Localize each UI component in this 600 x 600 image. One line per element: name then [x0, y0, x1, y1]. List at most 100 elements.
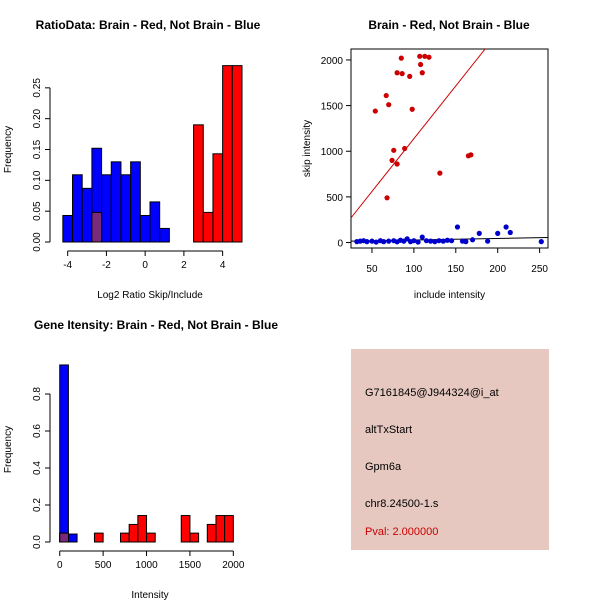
histogram-bar-not-brain — [120, 174, 132, 243]
histogram-bar-brain — [231, 65, 243, 243]
scatter-point-brain — [372, 108, 378, 114]
histogram-bar-brain — [222, 65, 233, 243]
y-axis-label-1: skip intensity — [302, 120, 313, 177]
x-tick-label: 2 — [181, 260, 187, 271]
y-tick-label: 0.15 — [32, 139, 43, 159]
scatter-point-brain — [389, 157, 395, 163]
scatter-point-brain — [417, 53, 423, 59]
gene-name-label: Gpm6a — [365, 461, 402, 473]
x-axis-label-2: Intensity — [131, 590, 168, 600]
scatter-point-brain — [394, 161, 400, 167]
histogram-bar-brain — [224, 515, 234, 543]
chart-title-1: Brain - Red, Not Brain - Blue — [368, 18, 530, 32]
y-tick-label: 2000 — [321, 56, 344, 67]
histogram-bar-brain — [212, 153, 224, 243]
scatter-point-not-brain — [436, 238, 442, 244]
y-tick-label: 0.6 — [32, 424, 43, 438]
y-tick-label: 0.25 — [32, 78, 43, 98]
histogram-bar-overlap — [59, 532, 69, 543]
scatter-point-brain — [426, 54, 432, 60]
y-tick-label: 0.2 — [32, 498, 43, 512]
info-panel: G7161845@J944324@i_at altTxStart Gpm6a c… — [351, 349, 549, 550]
histogram-bar-brain — [193, 124, 204, 243]
scatter-point-not-brain — [469, 237, 476, 243]
scatter-point-not-brain — [448, 238, 455, 244]
y-axis-label-2: Frequency — [3, 426, 14, 473]
x-tick-label: 500 — [95, 560, 112, 571]
x-tick-label: 250 — [531, 264, 548, 275]
x-tick-label: 0 — [142, 260, 148, 271]
scatter-point-not-brain — [440, 238, 446, 244]
histogram-bar-not-brain — [130, 161, 141, 243]
scatter-point-brain — [419, 70, 425, 76]
histogram-bar-not-brain — [81, 187, 93, 243]
y-tick-label: 0.20 — [32, 108, 43, 128]
scatter-point-not-brain — [538, 239, 544, 245]
x-tick-label: 50 — [366, 264, 378, 275]
scatter-point-brain — [422, 53, 428, 59]
x-axis-label-1: include intensity — [414, 290, 485, 301]
histogram-bar-brain — [128, 523, 139, 543]
scatter-point-not-brain — [495, 230, 501, 236]
histogram-bar-not-brain — [59, 364, 69, 543]
y-tick-label: 0.4 — [32, 461, 43, 475]
scatter-point-brain — [407, 73, 413, 79]
histogram-bar-brain — [119, 532, 130, 543]
chart-title-2: Gene Itensity: Brain - Red, Not Brain - … — [34, 318, 278, 332]
scatter-point-not-brain — [411, 238, 417, 244]
scatter-point-brain — [399, 71, 405, 77]
y-tick-label: 0.0 — [32, 535, 43, 549]
scatter-point-not-brain — [476, 230, 482, 236]
x-tick-label: -2 — [102, 260, 111, 271]
scatter-point-brain — [383, 92, 389, 99]
x-tick-label: 2000 — [222, 560, 245, 571]
histogram-bar-brain — [215, 515, 226, 543]
scatter-point-not-brain — [415, 239, 421, 245]
histogram-bar-overlap — [91, 211, 103, 243]
plot-box — [350, 48, 549, 249]
scatter-point-not-brain — [428, 238, 434, 244]
scatter-point-brain — [402, 145, 408, 152]
scatter-point-not-brain — [444, 237, 451, 243]
histogram-bar-brain — [146, 532, 156, 543]
scatter-point-not-brain — [485, 238, 491, 244]
scatter-point-brain — [398, 55, 404, 61]
y-tick-label: 0.05 — [32, 201, 43, 221]
scatter-point-not-brain — [454, 224, 461, 230]
y-axis-label-0: Frequency — [3, 126, 14, 173]
x-tick-label: 150 — [447, 264, 464, 275]
scatter-point-brain — [394, 70, 400, 76]
x-tick-label: 1500 — [179, 560, 202, 571]
histogram-bar-not-brain — [101, 174, 112, 243]
pval-label: Pval: 2.000000 — [365, 526, 439, 538]
histogram-bar-not-brain — [110, 161, 122, 243]
y-tick-label: 1500 — [321, 102, 344, 113]
histogram-bar-not-brain — [62, 214, 74, 243]
scatter-point-brain — [386, 102, 392, 108]
histogram-bar-not-brain — [72, 174, 83, 243]
histogram-bar-brain — [202, 211, 214, 243]
scatter-point-not-brain — [503, 224, 509, 230]
scatter-point-not-brain — [463, 239, 469, 245]
y-tick-label: 0.8 — [32, 387, 43, 401]
x-tick-label: 200 — [489, 264, 506, 275]
y-tick-label: 500 — [326, 193, 343, 204]
histogram-bar-brain — [206, 523, 217, 543]
fit-line — [351, 49, 486, 219]
scatter-point-not-brain — [507, 229, 513, 236]
histogram-bar-not-brain — [149, 201, 161, 243]
x-tick-label: 1000 — [135, 560, 158, 571]
scatter-point-not-brain — [381, 239, 387, 245]
y-tick-label: 0.00 — [32, 232, 43, 252]
x-axis-label-0: Log2 Ratio Skip/Include — [97, 290, 203, 301]
scatter-point-not-brain — [386, 238, 392, 244]
scatter-point-brain — [468, 152, 474, 158]
location-label: chr8.24500-1.s — [365, 498, 439, 510]
scatter-point-brain — [384, 195, 390, 201]
y-tick-label: 0.10 — [32, 170, 43, 190]
event-type-label: altTxStart — [365, 424, 413, 436]
probe-id-label: G7161845@J944324@i_at — [365, 387, 499, 399]
y-tick-label: 0 — [337, 239, 343, 250]
histogram-bar-not-brain — [67, 533, 78, 543]
scatter-point-not-brain — [432, 239, 438, 245]
